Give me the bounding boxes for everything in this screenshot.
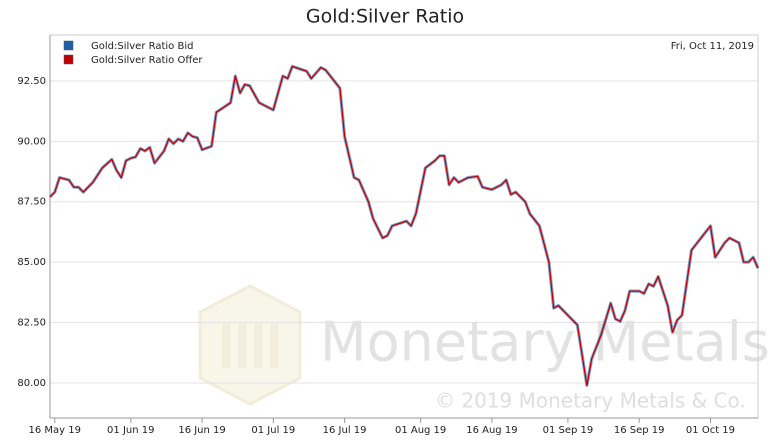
- y-tick-label: 82.50: [17, 318, 46, 329]
- x-tick-label: 01 Aug 19: [395, 425, 446, 436]
- watermark: Monetary Metals: [320, 311, 770, 374]
- legend-label: Gold:Silver Ratio Offer: [91, 55, 203, 66]
- x-tick-label: 16 Jun 19: [178, 425, 225, 436]
- chart-title: Gold:Silver Ratio: [306, 6, 464, 28]
- x-tick-label: 16 May 19: [29, 425, 81, 436]
- y-tick-label: 92.50: [17, 76, 46, 87]
- x-tick-label: 16 Aug 19: [466, 425, 517, 436]
- legend-swatch: [63, 54, 74, 65]
- y-tick-label: 85.00: [17, 257, 46, 268]
- date-annotation: Fri, Oct 11, 2019: [671, 41, 754, 52]
- legend-swatch: [63, 40, 74, 51]
- copyright: © 2019 Monetary Metals & Co.: [435, 389, 746, 413]
- x-tick-label: 16 Sep 19: [614, 425, 665, 436]
- y-tick-label: 90.00: [17, 136, 46, 147]
- y-tick-label: 87.50: [17, 197, 46, 208]
- x-tick-label: 01 Sep 19: [543, 425, 594, 436]
- x-tick-label: 01 Jul 19: [251, 425, 295, 436]
- x-tick-label: 01 Oct 19: [686, 425, 735, 436]
- legend-label: Gold:Silver Ratio Bid: [91, 41, 193, 52]
- x-tick-label: 01 Jun 19: [107, 425, 154, 436]
- y-tick-label: 80.00: [17, 378, 46, 389]
- series-line: [49, 65, 759, 387]
- watermark-logo: [198, 284, 302, 406]
- x-tick-label: 16 Jul 19: [323, 425, 367, 436]
